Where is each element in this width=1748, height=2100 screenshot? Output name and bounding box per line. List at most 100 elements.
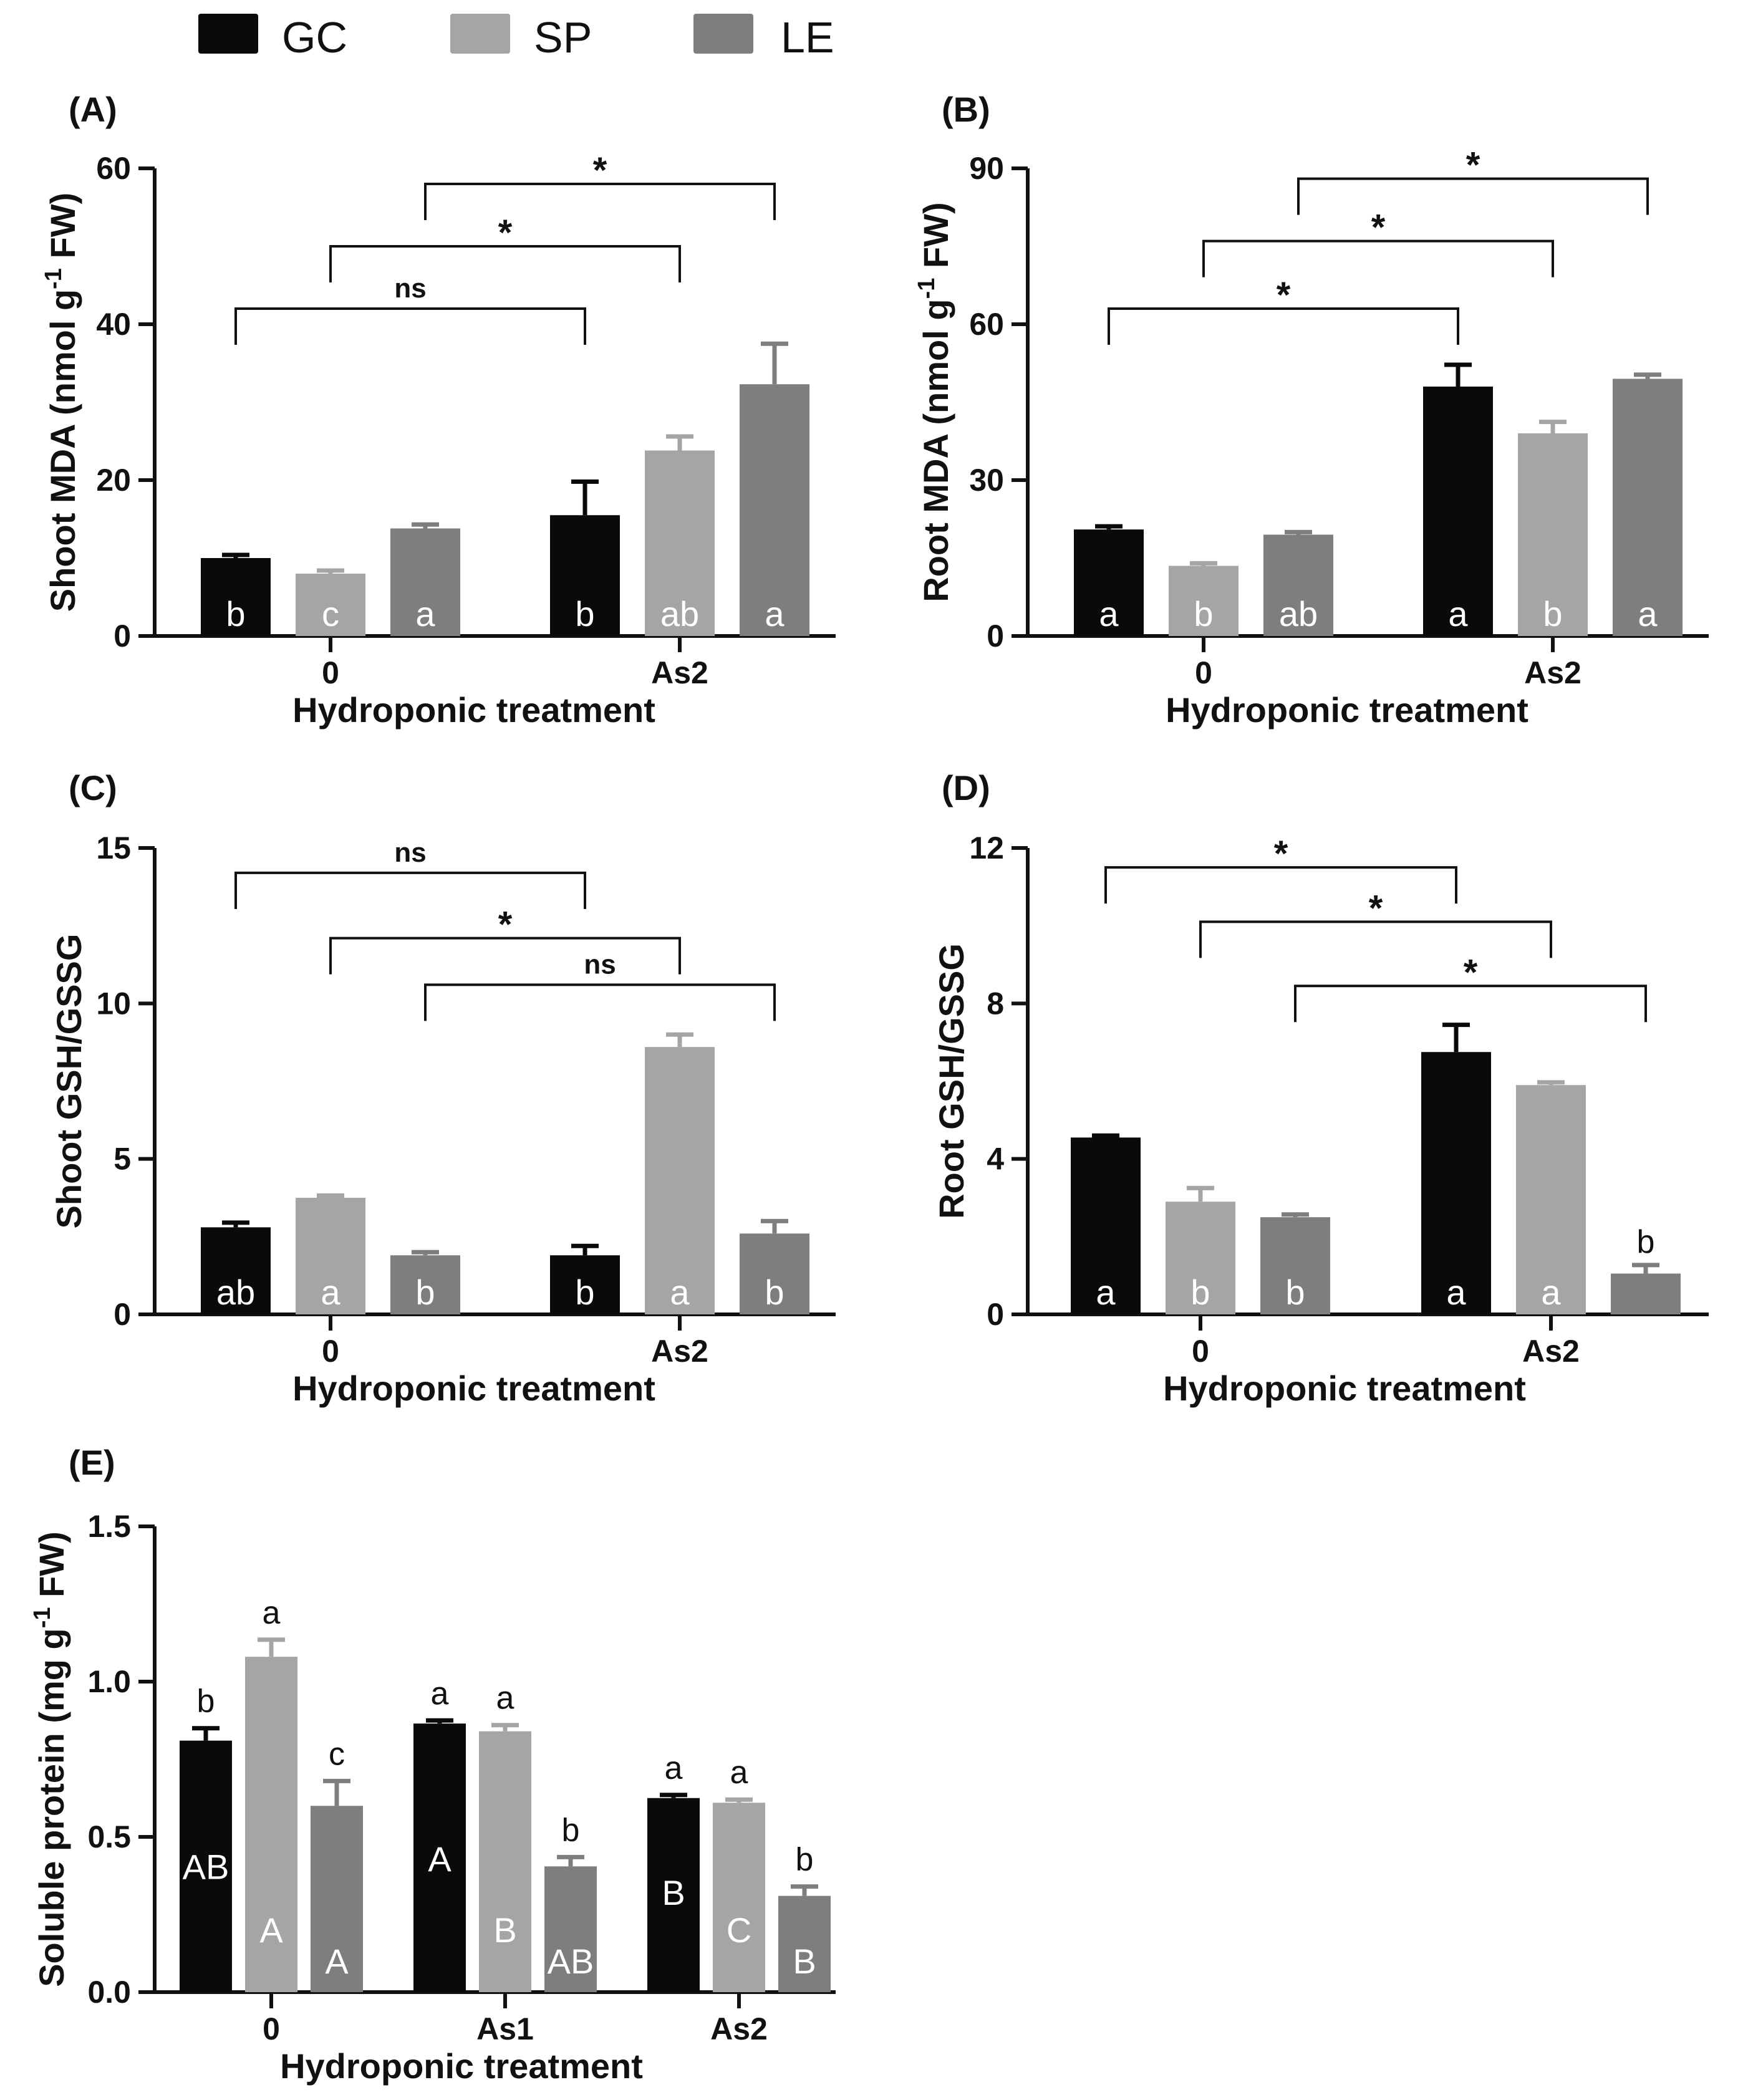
bar-le-0 <box>1263 534 1333 636</box>
y-axis-label: Shoot GSH/GSSG <box>49 934 89 1229</box>
comparison-bracket <box>234 871 586 909</box>
bar-letter-label: ab <box>216 1273 255 1312</box>
comparison-bracket <box>1202 239 1554 277</box>
comparison-label: ns <box>584 949 616 980</box>
bar-letter-label: ab <box>1279 594 1318 633</box>
comparison-bracket <box>1294 985 1647 1023</box>
y-tick-label: 5 <box>113 1142 131 1177</box>
bar-letter-label: AB <box>548 1942 594 1981</box>
bar-gc-0 <box>201 1227 271 1314</box>
bar-letter-label: a <box>321 1273 340 1312</box>
panel-tag: (C) <box>69 768 117 807</box>
comparison-label: * <box>1466 145 1480 186</box>
bar-gc-0 <box>1074 529 1144 636</box>
bar-gc-as2 <box>1421 1052 1491 1314</box>
legend: GC SP LE <box>198 13 834 62</box>
panel-a: (A) Shoot MDA (nmol g-1 FW) 0 20 40 60 0 As2Hyd… <box>41 90 836 730</box>
y-tick-label: 0.0 <box>87 1975 131 2010</box>
y-tick-label: 1.0 <box>87 1664 131 1699</box>
y-tick-label: 1.5 <box>87 1509 131 1544</box>
bar-letter-label: a <box>415 594 435 633</box>
x-tick-label: As2 <box>1524 655 1581 690</box>
legend-swatch-sp <box>450 14 510 54</box>
bar-gc-as2 <box>550 1255 620 1314</box>
bar-le-0 <box>390 1255 460 1314</box>
y-tick-label: 0 <box>113 619 131 653</box>
legend-label-sp: SP <box>534 13 592 62</box>
y-tick-label: 20 <box>96 463 131 498</box>
y-tick-label: 0 <box>987 619 1004 653</box>
y-tick-label: 0.5 <box>87 1819 131 1854</box>
bar-gc-as2 <box>647 1798 700 1992</box>
bar-le-as2 <box>1611 1273 1681 1314</box>
panel-e: (E) Soluble protein (mg g-1 FW) 0.0 0.5 1.0 1… <box>29 1443 836 2086</box>
bar-letter-label: a <box>1096 1273 1116 1312</box>
bar-gc-0 <box>180 1740 232 1992</box>
y-axis-label: Shoot MDA (nmol g-1 FW) <box>41 193 82 612</box>
bar-top-letter: a <box>730 1755 748 1791</box>
bar-top-letter: b <box>796 1842 814 1878</box>
bar-letter-label: b <box>1543 594 1562 633</box>
bar-letter-label: a <box>765 594 785 633</box>
y-tick-label: 0 <box>987 1297 1004 1332</box>
bar-letter-label: b <box>226 594 245 633</box>
comparison-bracket <box>1199 920 1552 958</box>
x-axis-label: Hydroponic treatment <box>292 1369 655 1408</box>
comparison-label: * <box>1369 888 1383 928</box>
bar-top-letter: a <box>665 1750 683 1786</box>
bar-sp-0 <box>1166 1202 1235 1314</box>
legend-label-le: LE <box>781 13 834 62</box>
bar-letter-label: C <box>727 1910 751 1950</box>
bar-sp-0 <box>296 574 365 636</box>
y-axis-label: Root MDA (nmol g-1 FW) <box>914 202 955 602</box>
x-axis-label: Hydroponic treatment <box>1163 1369 1526 1408</box>
bar-sp-0 <box>245 1657 297 1992</box>
comparison-bracket <box>1297 177 1649 215</box>
bar-sp-as2 <box>645 450 715 636</box>
bar-sp-as2 <box>713 1803 765 1992</box>
bar-letter-label: B <box>493 1910 516 1950</box>
bar-sp-as2 <box>645 1047 715 1314</box>
y-tick-label: 8 <box>987 986 1004 1021</box>
comparison-bracket <box>1108 307 1459 345</box>
x-tick-label: As2 <box>710 2011 768 2046</box>
comparison-bracket <box>424 183 776 220</box>
y-axis-label: Root GSH/GSSG <box>932 943 971 1219</box>
bar-letter-label: AB <box>183 1847 229 1886</box>
comparison-label: ns <box>394 273 426 304</box>
legend-item-sp: SP <box>450 13 592 62</box>
bar-top-letter: b <box>562 1812 580 1848</box>
y-tick-label: 0 <box>113 1297 131 1332</box>
y-tick-label: 60 <box>969 307 1004 342</box>
comparison-label: ns <box>394 837 426 868</box>
bar-letter-label: a <box>1638 594 1658 633</box>
x-tick-label: As1 <box>476 2011 534 2046</box>
x-tick-label: As2 <box>651 655 708 690</box>
bar-letter-label: a <box>1099 594 1119 633</box>
bar-le-as2 <box>1613 378 1683 636</box>
comparison-label: * <box>1277 275 1291 315</box>
bar-letter-label: B <box>662 1873 685 1912</box>
bar-sp-as2 <box>1516 1085 1586 1314</box>
bar-letter-label: b <box>765 1273 784 1312</box>
comparison-label: * <box>1371 208 1386 248</box>
panel-tag: (B) <box>942 90 990 129</box>
x-tick-label: As2 <box>651 1334 708 1369</box>
comparison-bracket <box>424 983 776 1021</box>
bar-letter-label: c <box>322 594 339 633</box>
y-tick-label: 90 <box>969 151 1004 186</box>
bar-letter-label: A <box>259 1910 283 1950</box>
bar-letter-label: a <box>1446 1273 1466 1312</box>
y-tick-label: 12 <box>969 831 1004 865</box>
y-tick-label: 15 <box>96 831 131 865</box>
comparison-label: * <box>498 905 513 945</box>
comparison-bracket <box>1104 866 1457 904</box>
panel-tag: (A) <box>69 90 117 129</box>
comparison-label: * <box>1464 952 1478 993</box>
bar-le-as2 <box>778 1895 831 1992</box>
bar-letter-label: b <box>575 594 594 633</box>
bar-top-letter: b <box>197 1683 215 1720</box>
x-tick-label: 0 <box>1195 655 1212 690</box>
